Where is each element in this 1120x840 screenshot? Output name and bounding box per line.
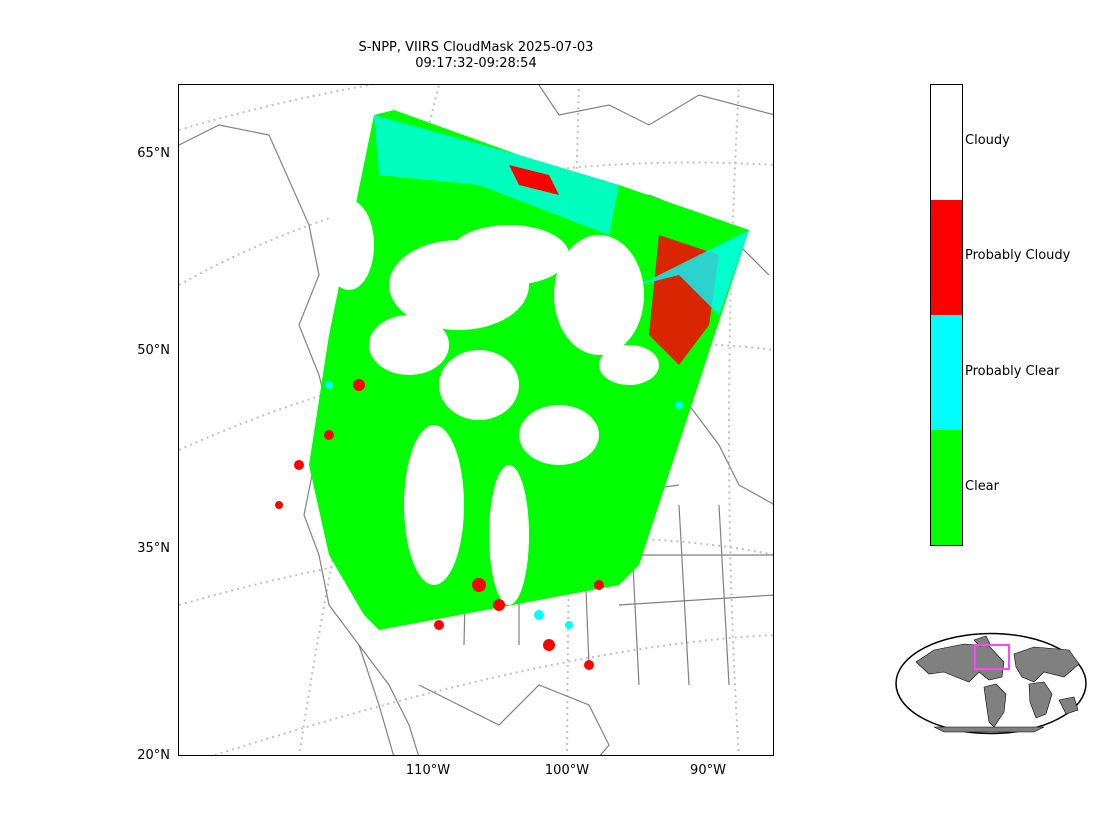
lat-label-35: 35°N [137, 541, 170, 556]
lon-label-110w: 110°W [405, 763, 451, 778]
inset-region-box [974, 644, 1010, 670]
cloudmask-swath [275, 110, 749, 670]
inset-continents [915, 635, 1080, 733]
map-title: S-NPP, VIIRS CloudMask 2025-07-03 09:17:… [300, 40, 652, 72]
lon-label-100w: 100°W [544, 763, 590, 778]
lat-label-65: 65°N [137, 146, 170, 161]
inset-world-map [894, 632, 1088, 735]
colorbar-segment-probably-cloudy [931, 200, 962, 315]
colorbar-label-cloudy: Cloudy [965, 133, 1010, 148]
colorbar-segment-clear [931, 430, 962, 545]
colorbar-segment-probably-clear [931, 315, 962, 430]
colorbar-label-probably-clear: Probably Clear [965, 364, 1060, 379]
title-line-1: S-NPP, VIIRS CloudMask 2025-07-03 [358, 40, 594, 55]
title-line-2: 09:17:32-09:28:54 [415, 56, 537, 71]
lat-label-20: 20°N [137, 748, 170, 763]
colorbar-label-probably-cloudy: Probably Cloudy [965, 248, 1071, 263]
map-canvas [179, 85, 773, 755]
colorbar-label-clear: Clear [965, 479, 999, 494]
lat-label-50: 50°N [137, 343, 170, 358]
map-panel[interactable] [178, 84, 774, 756]
colorbar [930, 84, 963, 546]
lon-label-90w: 90°W [690, 763, 726, 778]
colorbar-segment-cloudy [931, 85, 962, 200]
